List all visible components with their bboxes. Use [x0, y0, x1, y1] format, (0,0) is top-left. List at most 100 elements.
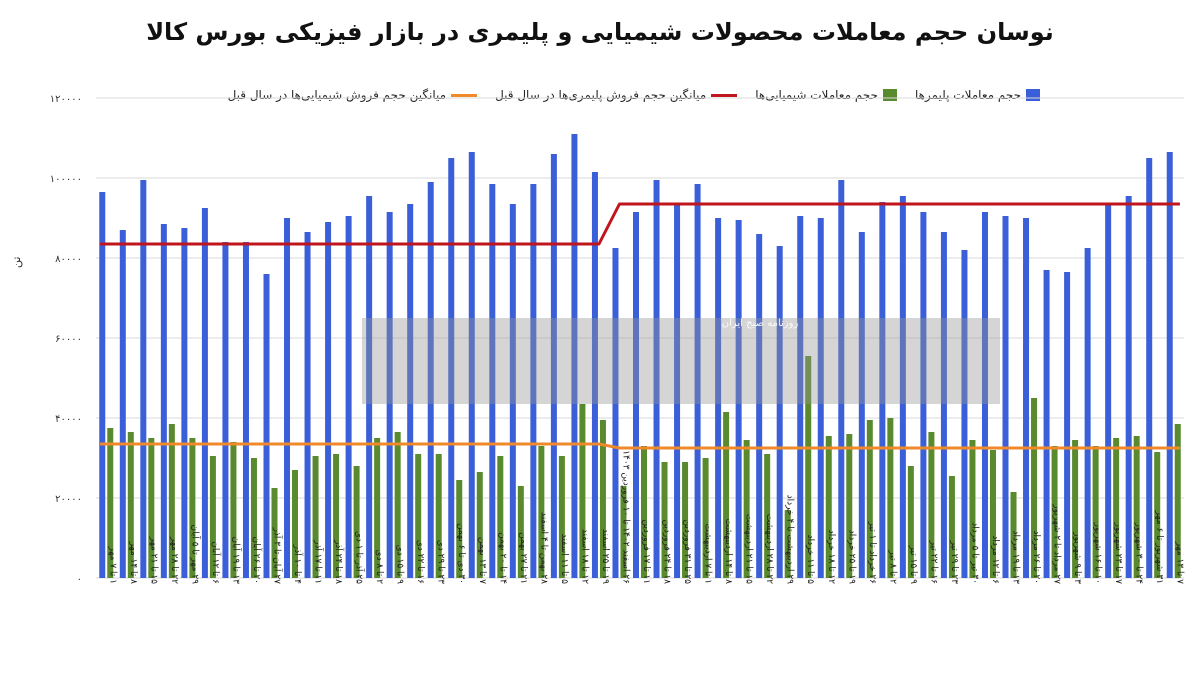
- bar-chemicals-52: [1174, 424, 1181, 578]
- x-tick-label-42: ۳۰ تیر تا ۵ مرداد: [969, 522, 979, 584]
- bar-polymers-43: [981, 212, 988, 578]
- y-tick-label-0: ۰: [77, 574, 82, 585]
- bar-polymers-12: [345, 216, 352, 578]
- bar-polymers-30: [715, 218, 722, 578]
- x-tick-label-15: ۱۶ تا ۲۲ دی: [415, 540, 425, 584]
- x-tick-label-45: ۲۰ تا ۲۶ مرداد: [1031, 531, 1041, 584]
- y-tick-label-6: ۱۲۰۰۰۰: [50, 94, 82, 105]
- x-tick-label-22: ۵ تا ۱۱ اسفند: [559, 534, 569, 585]
- bar-chemicals-24: [599, 420, 606, 578]
- x-tick-label-33: ۲۹ اردیبهشت تا ۴ خرداد: [785, 495, 795, 585]
- bar-polymers-19: [489, 184, 496, 578]
- bar-polymers-45: [1023, 218, 1030, 578]
- bar-chemicals-32: [764, 454, 771, 578]
- x-tick-label-43: ۶ تا ۱۲ مرداد: [990, 535, 1000, 584]
- bar-polymers-29: [694, 184, 701, 578]
- bar-polymers-31: [735, 220, 742, 578]
- x-tick-label-4: ۲۹ مهر تا ۵ آبان: [189, 525, 201, 585]
- bar-polymers-25: [612, 248, 619, 578]
- bar-chemicals-46: [1051, 446, 1058, 578]
- legend-swatch-polymer-average: [711, 93, 738, 97]
- bar-polymers-50: [1125, 196, 1132, 578]
- bar-chemicals-28: [682, 462, 689, 578]
- bar-polymers-3: [160, 224, 167, 578]
- bar-layer: [99, 134, 1181, 578]
- bar-chemicals-29: [702, 458, 709, 578]
- bar-chemicals-13: [374, 438, 381, 578]
- y-tick-label-1: ۲۰۰۰۰: [55, 494, 82, 505]
- bar-polymers-11: [325, 222, 332, 578]
- bar-polymers-26: [633, 212, 639, 578]
- x-tick-label-19: ۱۴ تا ۲۰ بهمن: [497, 532, 507, 584]
- x-tick-label-11: ۱۸ تا ۲۴ آذر: [333, 539, 345, 584]
- line-chemical-average: [100, 442, 1180, 450]
- bar-polymers-6: [222, 242, 229, 578]
- bar-polymers-4: [181, 228, 188, 578]
- bar-chemicals-42: [969, 440, 976, 578]
- bar-polymers-44: [1002, 216, 1009, 578]
- bar-chemicals-8: [271, 488, 278, 578]
- x-tick-label-34: ۵ تا ۱۱ خرداد: [805, 535, 815, 585]
- x-tick-label-51: ۳۱ شهریور تا ۶ مهر: [1154, 510, 1164, 584]
- x-tick-label-50: ۲۴ تا ۳۰ شهریور: [1134, 522, 1144, 585]
- x-tick-label-40: ۱۶ تا ۲۲ تیر: [928, 540, 938, 585]
- x-tick-label-36: ۱۹ تا ۲۵ خرداد: [846, 530, 856, 584]
- bar-chemicals-45: [1031, 398, 1038, 578]
- x-tick-label-16: ۲۳ تا ۲۹ دی: [436, 540, 446, 584]
- bar-chemicals-27: [661, 462, 668, 578]
- bar-polymers-40: [920, 212, 927, 578]
- bar-chemicals-34: [805, 356, 812, 578]
- bar-chemicals-49: [1113, 438, 1120, 578]
- bar-chemicals-18: [476, 472, 483, 578]
- x-tick-label-29: ۱ تا ۷ اردیبهشت: [703, 523, 713, 584]
- x-tick-label-20: ۲۱ تا ۲۷ بهمن: [518, 532, 528, 584]
- line-polymer-average: [100, 202, 1180, 246]
- bar-polymers-32: [756, 234, 763, 578]
- bar-polymers-1: [119, 230, 126, 578]
- bar-chemicals-25: [620, 486, 627, 578]
- bar-polymers-41: [940, 232, 947, 578]
- bar-polymers-8: [263, 274, 270, 578]
- bar-polymers-17: [448, 158, 455, 578]
- bar-polymers-34: [797, 216, 804, 578]
- bar-chemicals-4: [189, 438, 196, 578]
- x-tick-label-14: ۹ تا ۱۵ دی: [395, 545, 405, 585]
- x-tick-label-25: ۲۶ اسفند ۱۴۰۲ تا ۱۰ فروردین ۱۴۰۳: [620, 450, 630, 584]
- bar-polymers-38: [879, 202, 886, 578]
- x-tick-label-35: ۱۲ تا ۱۸ خرداد: [826, 530, 836, 584]
- x-tick-label-28: ۲۵ تا ۳۱ فروردین: [682, 520, 692, 585]
- bar-polymers-37: [858, 232, 865, 578]
- bar-chemicals-17: [456, 480, 463, 578]
- bar-polymers-47: [1064, 272, 1071, 578]
- bar-chemicals-21: [538, 446, 545, 578]
- bar-chemicals-31: [743, 440, 750, 578]
- bar-polymers-35: [817, 218, 824, 578]
- x-tick-layer: ۱ تا ۷ مهر ۸ تا ۱۴ مهر ۱۵ تا ۲۱ مهر ۲۲ تا ۲…: [107, 450, 1184, 584]
- y-tick-label-4: ۸۰۰۰۰: [55, 254, 82, 265]
- bar-chemicals-3: [168, 424, 175, 578]
- legend-swatch-chemical-average: [451, 93, 478, 97]
- bar-chemicals-19: [497, 456, 504, 578]
- x-tick-label-41: ۲۳ تا ۲۹ تیر: [949, 540, 959, 585]
- x-tick-label-3: ۲۲ تا ۲۸ مهر: [169, 536, 179, 584]
- x-tick-label-24: ۱۹ تا ۲۵ اسفند: [600, 529, 610, 584]
- bar-polymers-36: [838, 180, 845, 578]
- bar-polymers-39: [899, 196, 906, 578]
- bar-chemicals-26: [641, 446, 647, 578]
- bar-polymers-22: [550, 154, 557, 578]
- x-tick-label-39: ۹ تا ۱۵ تیر: [908, 544, 918, 584]
- bar-chemicals-36: [846, 434, 853, 578]
- bar-polymers-10: [304, 232, 311, 578]
- watermark-logo: [362, 318, 1000, 404]
- bar-polymers-14: [386, 212, 393, 578]
- bar-polymers-9: [284, 218, 291, 578]
- bar-polymers-28: [674, 204, 681, 578]
- x-tick-label-52: ۷ تا ۱۳ مهر: [1175, 541, 1185, 584]
- x-tick-label-38: ۲ تا ۸ تیر: [887, 549, 897, 584]
- bar-chemicals-7: [250, 458, 257, 578]
- x-tick-label-7: ۲۰ تا ۲۶ آبان: [251, 536, 263, 584]
- bar-polymers-49: [1105, 204, 1112, 578]
- chart-title: نوسان حجم معاملات محصولات شیمیایی و پلیم…: [146, 18, 1054, 46]
